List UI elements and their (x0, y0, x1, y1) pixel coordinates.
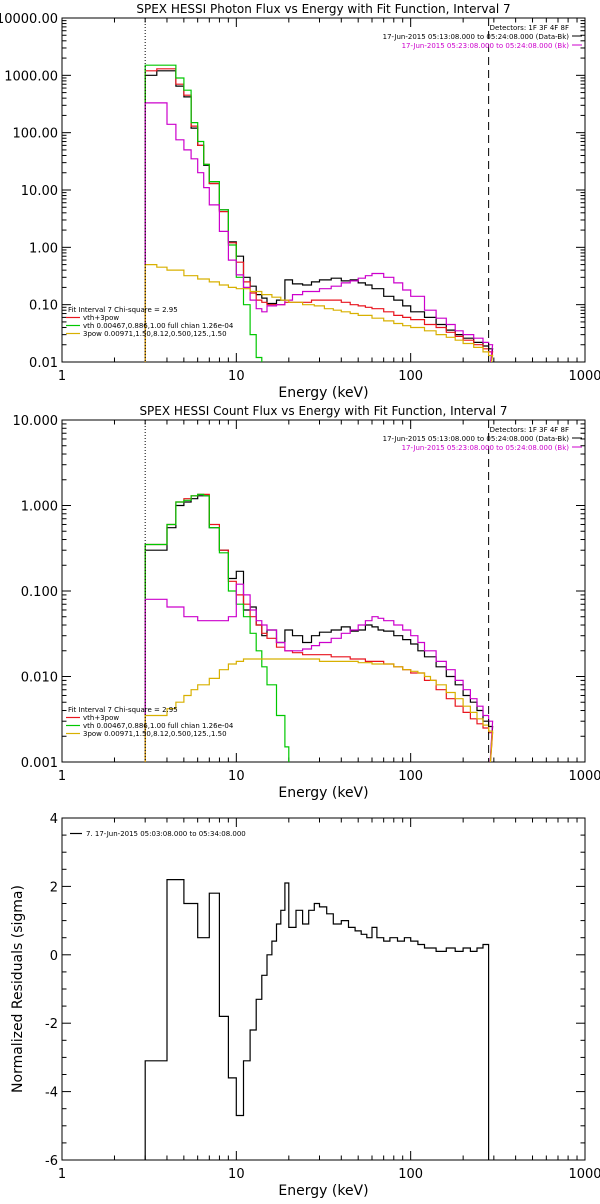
x-tick-label: 10 (228, 769, 245, 784)
y-tick-label: 10.000 (13, 414, 59, 429)
legend-item-label: vth 0.00467,0.886,1.00 full chian 1.26e-… (83, 322, 234, 330)
y-tick-label: 10000.00 (0, 12, 58, 27)
x-tick-label: 1000 (568, 1167, 600, 1182)
legend-item-label: vth 0.00467,0.886,1.00 full chian 1.26e-… (83, 722, 234, 730)
y-tick-label: 0.001 (21, 756, 58, 771)
x-axis-label: Energy (keV) (278, 385, 368, 401)
y-tick-label: 0.100 (21, 585, 58, 600)
y-tick-label: 10.00 (21, 184, 58, 199)
y-tick-label: 1000.00 (4, 69, 58, 84)
x-axis-label: Energy (keV) (278, 1183, 368, 1199)
y-tick-label: 1.00 (29, 241, 58, 256)
header-text-line: 17-Jun-2015 05:13:08.000 to 05:24:08.000… (383, 435, 570, 443)
header-text-line: 17-Jun-2015 05:23:08.000 to 05:24:08.000… (402, 444, 570, 452)
legend-item-label: 3pow 0.00971,1.50,8.12,0.500,125.,1.50 (83, 330, 227, 338)
y-tick-label: 0.010 (21, 671, 58, 686)
x-tick-label: 100 (398, 1167, 423, 1182)
y-tick-label: 1.000 (21, 500, 58, 515)
header-text-line: Detectors: 1F 3F 4F 8F (490, 24, 569, 32)
legend-item-label: vth+3pow (83, 714, 119, 722)
y-tick-label: 100.00 (13, 127, 59, 142)
legend-item-label: 7. 17-Jun-2015 05:03:08.000 to 05:34:08.… (86, 830, 246, 838)
header-text-line: 17-Jun-2015 05:23:08.000 to 05:24:08.000… (402, 42, 570, 50)
legend-title: Fit Interval 7 Chi-square = 2.95 (68, 706, 178, 714)
x-tick-label: 1000 (568, 369, 600, 384)
y-axis-label: Normalized Residuals (sigma) (10, 885, 26, 1093)
x-tick-label: 10 (228, 369, 245, 384)
y-tick-label: 0.10 (29, 299, 58, 314)
legend-item-label: vth+3pow (83, 314, 119, 322)
x-tick-label: 100 (398, 769, 423, 784)
x-tick-label: 1 (58, 369, 66, 384)
y-tick-label: 2 (50, 880, 58, 895)
x-tick-label: 1 (58, 1167, 66, 1182)
y-tick-label: -6 (45, 1154, 58, 1169)
y-tick-label: 0.01 (29, 356, 58, 371)
header-text-line: 17-Jun-2015 05:13:08.000 to 05:24:08.000… (383, 33, 570, 41)
header-text-line: Detectors: 1F 3F 4F 8F (490, 426, 569, 434)
x-tick-label: 1000 (568, 769, 600, 784)
y-tick-label: 4 (50, 812, 58, 827)
legend-item-label: 3pow 0.00971,1.50,8.12,0.500,125.,1.50 (83, 730, 227, 738)
x-axis-label: Energy (keV) (278, 785, 368, 801)
x-tick-label: 100 (398, 369, 423, 384)
y-tick-label: -2 (45, 1017, 58, 1032)
y-tick-label: 0 (50, 949, 58, 964)
chart-title: SPEX HESSI Photon Flux vs Energy with Fi… (136, 2, 510, 16)
y-tick-label: -4 (45, 1086, 58, 1101)
legend-title: Fit Interval 7 Chi-square = 2.95 (68, 306, 178, 314)
chart-title: SPEX HESSI Count Flux vs Energy with Fit… (139, 404, 507, 418)
x-tick-label: 10 (228, 1167, 245, 1182)
x-tick-label: 1 (58, 769, 66, 784)
